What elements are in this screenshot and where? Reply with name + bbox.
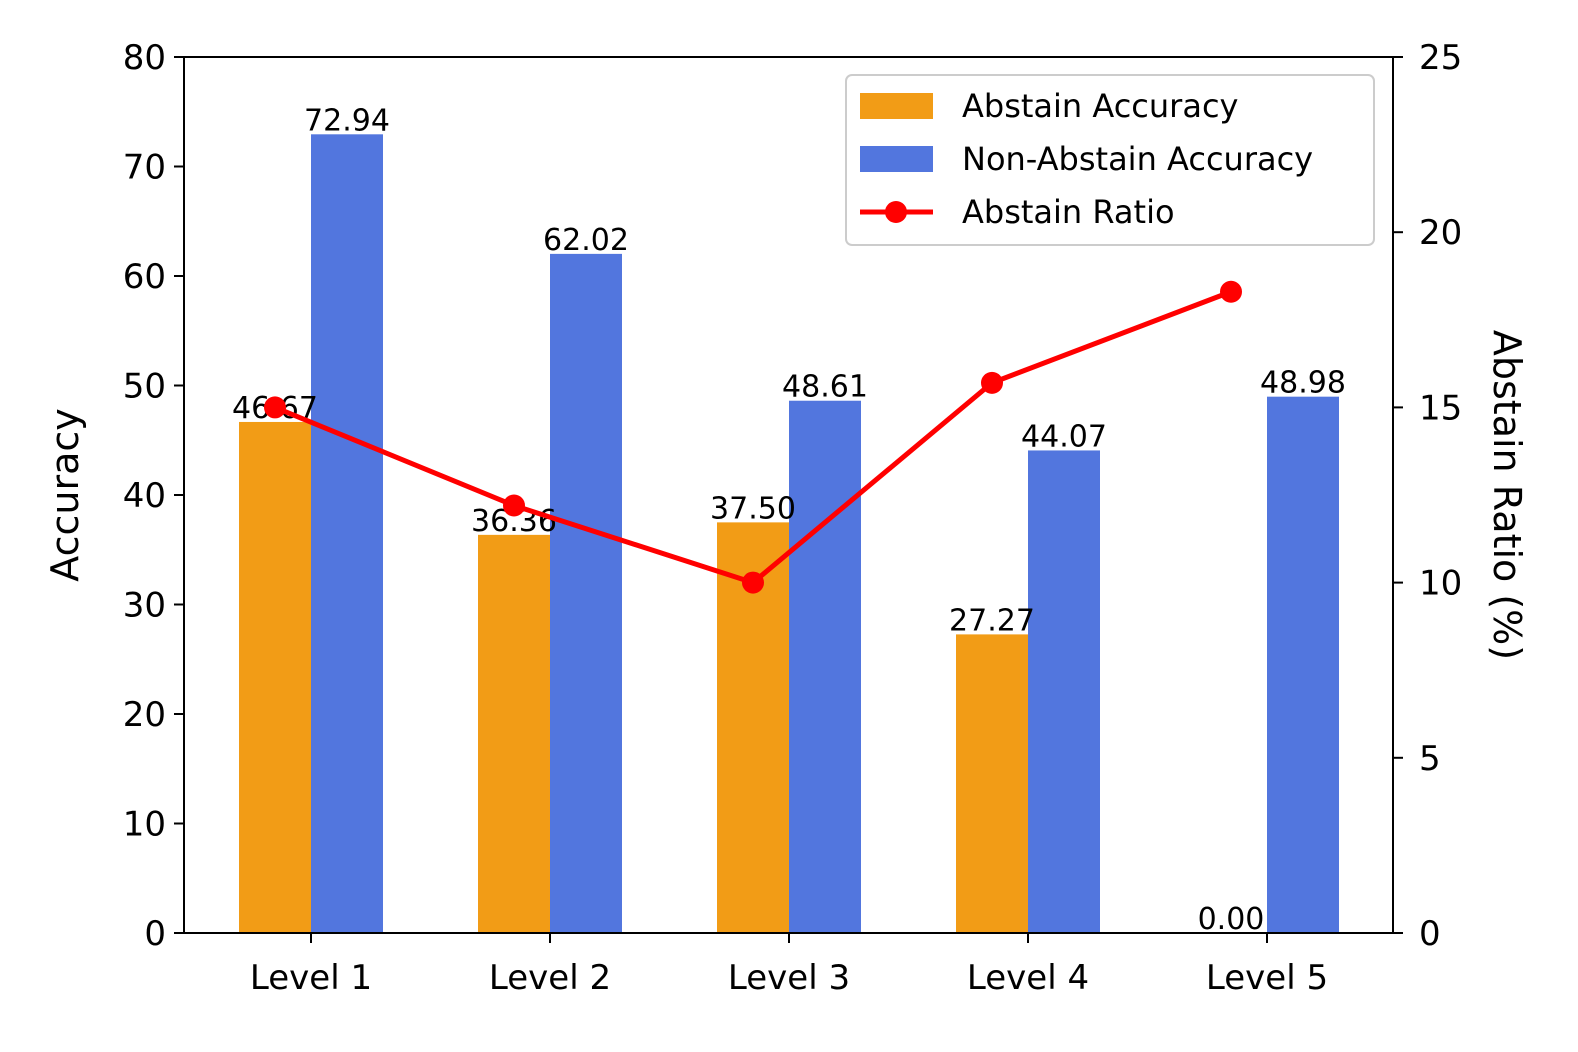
x-tick-label: Level 1 <box>250 958 372 998</box>
legend-marker-abstain-ratio <box>885 201 907 223</box>
legend-box <box>845 74 1375 246</box>
y-tick-label: 0 <box>144 914 166 954</box>
non-abstain-accuracy-label-4: 44.07 <box>1021 419 1107 454</box>
y2-tick-label: 5 <box>1419 739 1441 779</box>
x-tick-label: Level 3 <box>728 958 850 998</box>
bars-layer <box>239 134 1339 934</box>
y2-tick-label: 0 <box>1419 914 1441 954</box>
non-abstain-accuracy-label-2: 62.02 <box>543 223 629 258</box>
y2-tick-label: 20 <box>1419 213 1462 253</box>
y-axis-title: Accuracy <box>43 408 87 582</box>
y-tick-label: 10 <box>123 805 166 845</box>
abstain-accuracy-label-4: 27.27 <box>949 603 1035 638</box>
non-abstain-accuracy-label-3: 48.61 <box>782 370 868 405</box>
non-abstain-accuracy-label-1: 72.94 <box>304 103 390 138</box>
non-abstain-accuracy-bar-2 <box>550 253 622 934</box>
legend-label-non-abstain-accuracy: Non-Abstain Accuracy <box>962 140 1313 178</box>
bar-labels-layer: 46.6736.3637.5027.270.0072.9462.0248.614… <box>232 103 1346 937</box>
abstain-ratio-point-2 <box>503 494 525 517</box>
x-tick-label: Level 5 <box>1206 958 1328 998</box>
y-tick-label: 50 <box>123 367 166 407</box>
non-abstain-accuracy-bar-5 <box>1267 396 1339 933</box>
y2-axis-title: Abstain Ratio (%) <box>1485 330 1529 660</box>
x-tick-label: Level 2 <box>489 958 611 998</box>
legend-label-abstain-accuracy: Abstain Accuracy <box>962 87 1238 125</box>
abstain-ratio-point-5 <box>1220 280 1242 303</box>
axes-layer: 0 10 20 30 40 50 60 70 80 0 5 10 15 20 25 Level 1 Level … <box>43 38 1529 998</box>
abstain-ratio-point-3 <box>742 571 764 594</box>
abstain-ratio-point-1 <box>264 396 286 419</box>
y2-tick-label: 15 <box>1419 388 1462 428</box>
abstain-accuracy-label-3: 37.50 <box>710 491 796 526</box>
y-tick-label: 30 <box>123 586 166 626</box>
abstain-accuracy-bar-4 <box>956 634 1028 933</box>
legend-label-abstain-ratio: Abstain Ratio <box>962 193 1175 231</box>
y-tick-label: 60 <box>123 257 166 297</box>
abstain-accuracy-bar-2 <box>478 534 550 933</box>
y-tick-label: 80 <box>123 38 166 78</box>
y-tick-label: 20 <box>123 695 166 735</box>
y2-tick-label: 25 <box>1419 38 1462 78</box>
non-abstain-accuracy-bar-1 <box>311 134 383 933</box>
abstain-accuracy-label-5: 0.00 <box>1198 902 1265 937</box>
y-tick-label: 70 <box>123 148 166 188</box>
x-tick-label: Level 4 <box>967 958 1089 998</box>
y-tick-label: 40 <box>123 476 166 516</box>
legend: Abstain Accuracy Non-Abstain Accuracy Abst… <box>845 74 1375 246</box>
legend-swatch-non-abstain-accuracy <box>860 146 933 172</box>
non-abstain-accuracy-label-5: 48.98 <box>1260 366 1346 401</box>
abstain-accuracy-bar-1 <box>239 421 311 933</box>
non-abstain-accuracy-bar-4 <box>1028 450 1100 933</box>
non-abstain-accuracy-bar-3 <box>789 400 861 934</box>
y2-tick-label: 10 <box>1419 564 1462 604</box>
abstain-ratio-line-layer <box>264 280 1242 594</box>
legend-swatch-abstain-accuracy <box>860 93 933 119</box>
abstain-ratio-point-4 <box>981 371 1003 394</box>
